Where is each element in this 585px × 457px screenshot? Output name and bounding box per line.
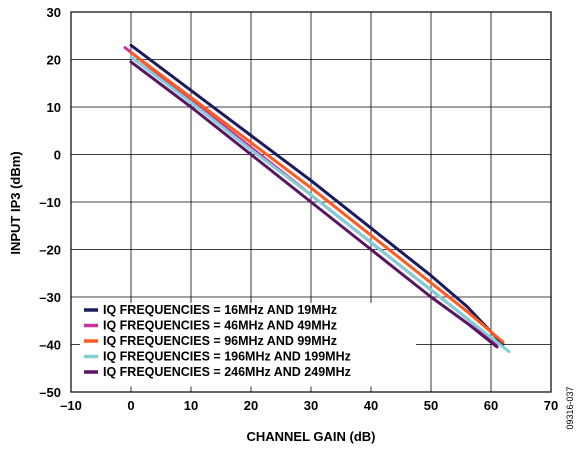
series-line-4 — [129, 55, 511, 354]
legend-label: IQ FREQUENCIES = 16MHz AND 19MHz — [103, 303, 337, 317]
y-tick-label: –40 — [39, 338, 61, 353]
y-tick-label: 10 — [47, 100, 61, 115]
x-tick-label: 10 — [184, 398, 198, 413]
plot-frame — [70, 11, 552, 393]
x-tick-label: 50 — [424, 398, 438, 413]
legend: IQ FREQUENCIES = 16MHz AND 19MHz IQ FREQU… — [80, 303, 416, 387]
x-tick-label: 0 — [127, 398, 134, 413]
legend-label: IQ FREQUENCIES = 196MHz AND 199MHz — [103, 350, 351, 364]
x-tick-label: –10 — [60, 398, 82, 413]
series-line-1 — [129, 43, 505, 346]
y-tick-label: 0 — [54, 148, 61, 163]
x-tick-label: 30 — [304, 398, 318, 413]
y-axis-label: INPUT IP3 (dBm) — [8, 151, 23, 254]
y-tick-label: 30 — [47, 5, 61, 20]
x-tick-labels: –10 0 10 20 30 40 50 60 70 — [60, 398, 558, 413]
x-tick-label: 20 — [244, 398, 258, 413]
x-tick-label: 60 — [484, 398, 498, 413]
grid — [71, 12, 551, 392]
y-tick-label: –10 — [39, 195, 61, 210]
figure-id: 09316-037 — [565, 386, 575, 429]
legend-label: IQ FREQUENCIES = 246MHz AND 249MHz — [103, 365, 351, 379]
y-tick-labels: –50 –40 –30 –20 –10 0 10 20 30 — [39, 5, 61, 400]
y-tick-label: –20 — [39, 243, 61, 258]
legend-label: IQ FREQUENCIES = 46MHz AND 49MHz — [103, 319, 337, 333]
y-tick-label: –50 — [39, 385, 61, 400]
legend-background — [80, 303, 416, 387]
series-line-5 — [129, 60, 499, 349]
y-tick-label: 20 — [47, 53, 61, 68]
series-line-3 — [129, 50, 505, 344]
series-lines — [123, 43, 511, 354]
x-axis-label: CHANNEL GAIN (dB) — [246, 429, 375, 444]
x-tick-label: 40 — [364, 398, 378, 413]
x-tick-label: 70 — [544, 398, 558, 413]
legend-label: IQ FREQUENCIES = 96MHz AND 99MHz — [103, 334, 337, 348]
y-tick-label: –30 — [39, 290, 61, 305]
